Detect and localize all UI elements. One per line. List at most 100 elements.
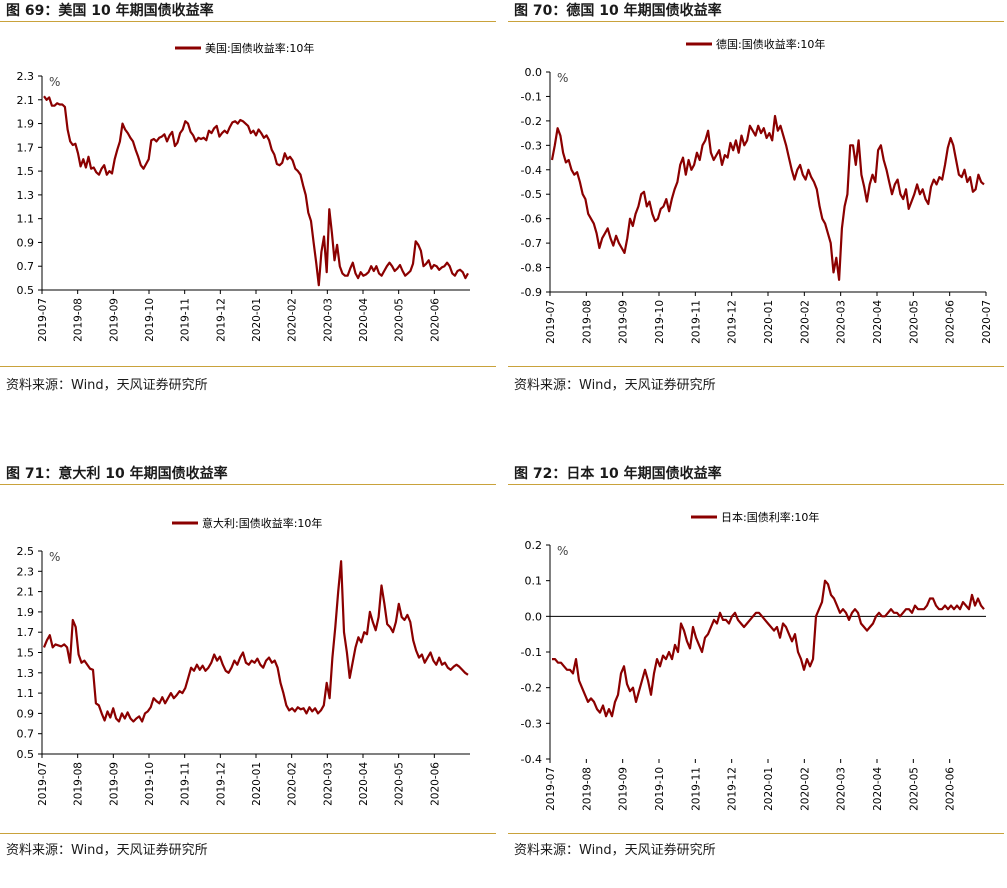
divider [0, 366, 496, 367]
unit-label: % [49, 75, 60, 89]
y-tick-label: -0.3 [521, 717, 542, 730]
y-tick-label: 1.5 [17, 647, 35, 660]
unit-label: % [557, 71, 568, 85]
y-tick-label: -0.3 [521, 139, 542, 152]
x-tick-label: 2020-01 [251, 762, 263, 806]
x-tick-label: 2020-02 [287, 298, 299, 342]
chart-title: 图 69：美国 10 年期国债收益率 [6, 3, 214, 19]
x-tick-label: 2019-12 [727, 767, 739, 811]
x-tick-label: 2019-09 [108, 762, 120, 806]
y-tick-label: 2.1 [17, 94, 35, 107]
y-tick-label: -0.4 [521, 164, 542, 177]
chart-title: 图 72：日本 10 年期国债收益率 [514, 466, 722, 482]
line-chart: 德国:国债收益率:10年% -0.9 -0.8 -0.7 -0.6 -0.5 -0.4 -0.… [521, 37, 993, 344]
x-tick-label: 2019-07 [545, 767, 557, 811]
y-tick-label: 1.9 [17, 606, 35, 619]
y-tick-label: 0.9 [17, 707, 35, 720]
source-note: 资料来源：Wind，天风证券研究所 [514, 843, 716, 858]
unit-label: % [49, 550, 60, 564]
x-tick-label: 2020-03 [322, 762, 334, 806]
x-tick-label: 2019-09 [618, 300, 630, 344]
x-tick-label: 2020-06 [429, 298, 441, 342]
x-tick-label: 2020-04 [358, 762, 370, 806]
line-chart: 日本:国债利率:10年% -0.4 -0.3 -0.2 -0.1 0.0 0.1 0.2 201… [521, 510, 986, 811]
x-tick-label: 2019-11 [180, 762, 192, 806]
x-tick-label: 2020-04 [872, 300, 884, 344]
x-tick-label: 2019-07 [37, 298, 49, 342]
y-tick-label: -0.9 [521, 286, 542, 299]
series-line [42, 560, 469, 723]
y-tick-label: 1.7 [17, 141, 35, 154]
x-tick-label: 2020-04 [358, 298, 370, 342]
divider [0, 833, 496, 834]
y-tick-label: -0.1 [521, 646, 542, 659]
chart-panel-italy: 图 71：意大利 10 年期国债收益率 意大利:国债收益率:10年% 0.5 0.7… [0, 463, 496, 888]
source-note: 资料来源：Wind，天风证券研究所 [514, 378, 716, 393]
x-tick-label: 2019-10 [654, 767, 666, 811]
x-tick-label: 2019-09 [618, 767, 630, 811]
y-tick-label: 1.1 [17, 687, 35, 700]
y-tick-label: 2.3 [17, 565, 35, 578]
x-tick-label: 2019-10 [654, 300, 666, 344]
x-tick-label: 2020-02 [799, 767, 811, 811]
y-tick-label: -0.2 [521, 682, 542, 695]
y-tick-label: -0.5 [521, 188, 542, 201]
y-tick-label: -0.4 [521, 753, 542, 766]
y-tick-label: 1.1 [17, 213, 35, 226]
x-tick-label: 2019-08 [73, 298, 85, 342]
legend-label: 日本:国债利率:10年 [721, 510, 819, 524]
y-tick-label: -0.2 [521, 115, 542, 128]
y-tick-label: 0.5 [17, 284, 35, 297]
x-tick-label: 2019-11 [180, 298, 192, 342]
y-tick-label: 2.1 [17, 586, 35, 599]
x-tick-label: 2020-06 [429, 762, 441, 806]
legend-label: 德国:国债收益率:10年 [716, 37, 825, 51]
legend-label: 意大利:国债收益率:10年 [202, 516, 322, 530]
x-tick-label: 2019-11 [690, 767, 702, 811]
legend-label: 美国:国债收益率:10年 [205, 41, 314, 55]
x-tick-label: 2019-12 [727, 300, 739, 344]
chart-panel-japan: 图 72：日本 10 年期国债收益率 日本:国债利率:10年% -0.4 -0.3 -… [508, 463, 1004, 888]
y-tick-label: 1.5 [17, 165, 35, 178]
source-note: 资料来源：Wind，天风证券研究所 [6, 843, 208, 858]
x-tick-label: 2019-12 [215, 298, 227, 342]
x-tick-label: 2020-01 [251, 298, 263, 342]
x-tick-label: 2020-01 [763, 767, 775, 811]
unit-label: % [557, 544, 568, 558]
x-tick-label: 2020-02 [287, 762, 299, 806]
x-tick-label: 2019-07 [37, 762, 49, 806]
x-tick-label: 2020-06 [945, 767, 957, 811]
x-tick-label: 2019-08 [73, 762, 85, 806]
x-tick-label: 2019-12 [215, 762, 227, 806]
source-note: 资料来源：Wind，天风证券研究所 [6, 378, 208, 393]
x-tick-label: 2020-06 [945, 300, 957, 344]
chart-panel-us: 图 69：美国 10 年期国债收益率 美国:国债收益率:10年% 0.5 0.7 0.… [0, 0, 496, 425]
chart-title: 图 70：德国 10 年期国债收益率 [514, 3, 722, 19]
x-tick-label: 2020-01 [763, 300, 775, 344]
x-tick-label: 2020-05 [394, 298, 406, 342]
x-tick-label: 2019-08 [581, 767, 593, 811]
divider [0, 484, 496, 485]
y-tick-label: -0.8 [521, 262, 542, 275]
y-tick-label: 0.7 [17, 728, 35, 741]
x-tick-label: 2020-04 [872, 767, 884, 811]
series-line [43, 95, 469, 287]
y-tick-label: 0.0 [525, 610, 543, 623]
x-tick-label: 2020-05 [908, 300, 920, 344]
x-tick-label: 2020-03 [322, 298, 334, 342]
x-tick-label: 2020-02 [799, 300, 811, 344]
x-tick-label: 2019-07 [545, 300, 557, 344]
x-tick-label: 2019-08 [581, 300, 593, 344]
x-tick-label: 2019-10 [144, 298, 156, 342]
y-tick-label: 0.1 [525, 575, 543, 588]
x-tick-label: 2019-11 [690, 300, 702, 344]
series-line [550, 114, 985, 281]
chart-title: 图 71：意大利 10 年期国债收益率 [6, 466, 228, 482]
y-tick-label: 0.9 [17, 236, 35, 249]
divider [508, 21, 1004, 22]
line-chart: 美国:国债收益率:10年% 0.5 0.7 0.9 1.1 1.3 1.5 1.7 1.9 2.1… [17, 41, 470, 342]
y-tick-label: 0.0 [525, 66, 543, 79]
series-line [552, 579, 985, 718]
x-tick-label: 2019-10 [144, 762, 156, 806]
y-tick-label: 0.7 [17, 260, 35, 273]
